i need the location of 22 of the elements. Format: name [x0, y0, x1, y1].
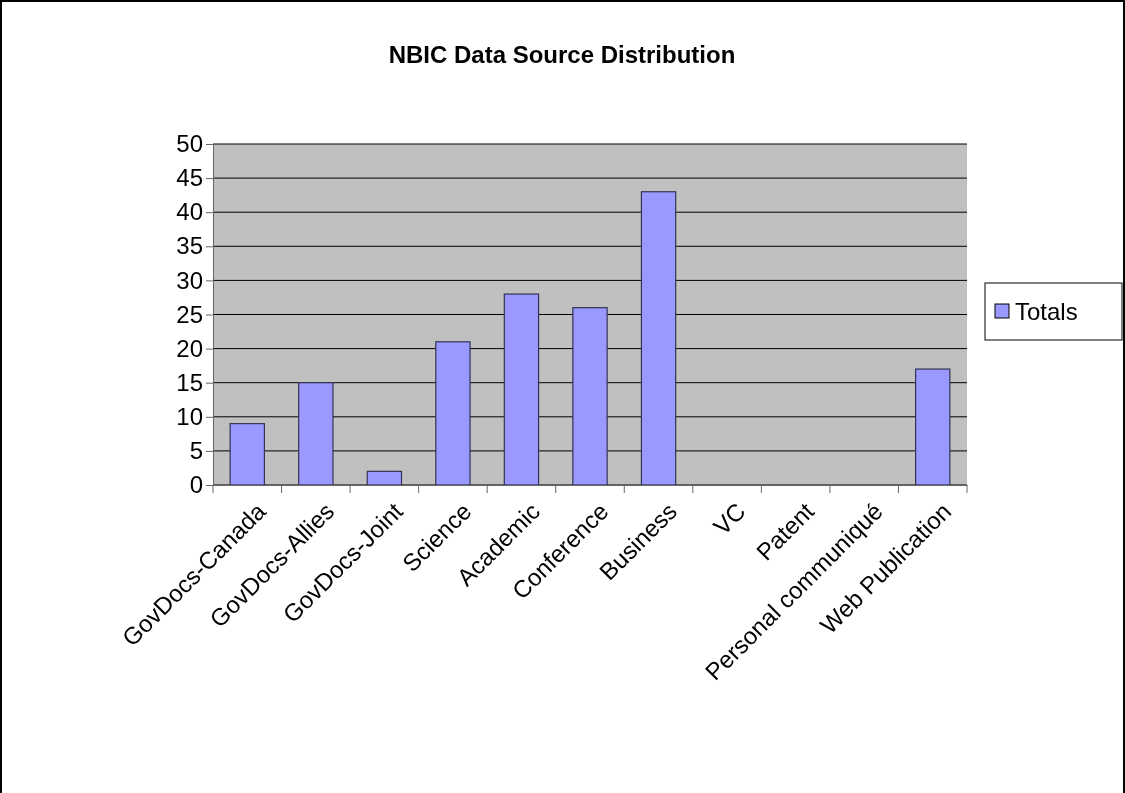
y-tick-label: 5: [189, 437, 203, 465]
y-tick-label: 45: [176, 164, 203, 192]
y-tick-label: 15: [176, 368, 203, 396]
y-tick-label: 0: [189, 471, 203, 499]
x-tick-label: VC: [707, 497, 751, 541]
y-tick-label: 25: [176, 300, 203, 328]
bar: [366, 470, 403, 486]
legend-label: Totals: [1015, 298, 1078, 325]
chart-title: NBIC Data Source Distribution: [388, 41, 736, 68]
bar: [229, 423, 266, 486]
y-tick-label: 30: [176, 266, 203, 294]
bar: [435, 341, 471, 486]
y-tick-label: 40: [176, 198, 203, 226]
bar: [298, 382, 334, 486]
y-tick-label: 20: [176, 334, 203, 362]
y-tick-label: 10: [176, 402, 203, 430]
bar: [572, 307, 608, 486]
bar: [914, 368, 951, 486]
bar: [640, 191, 677, 486]
y-tick-label: 50: [176, 130, 203, 158]
bar: [503, 293, 540, 486]
y-tick-label: 35: [176, 232, 203, 260]
